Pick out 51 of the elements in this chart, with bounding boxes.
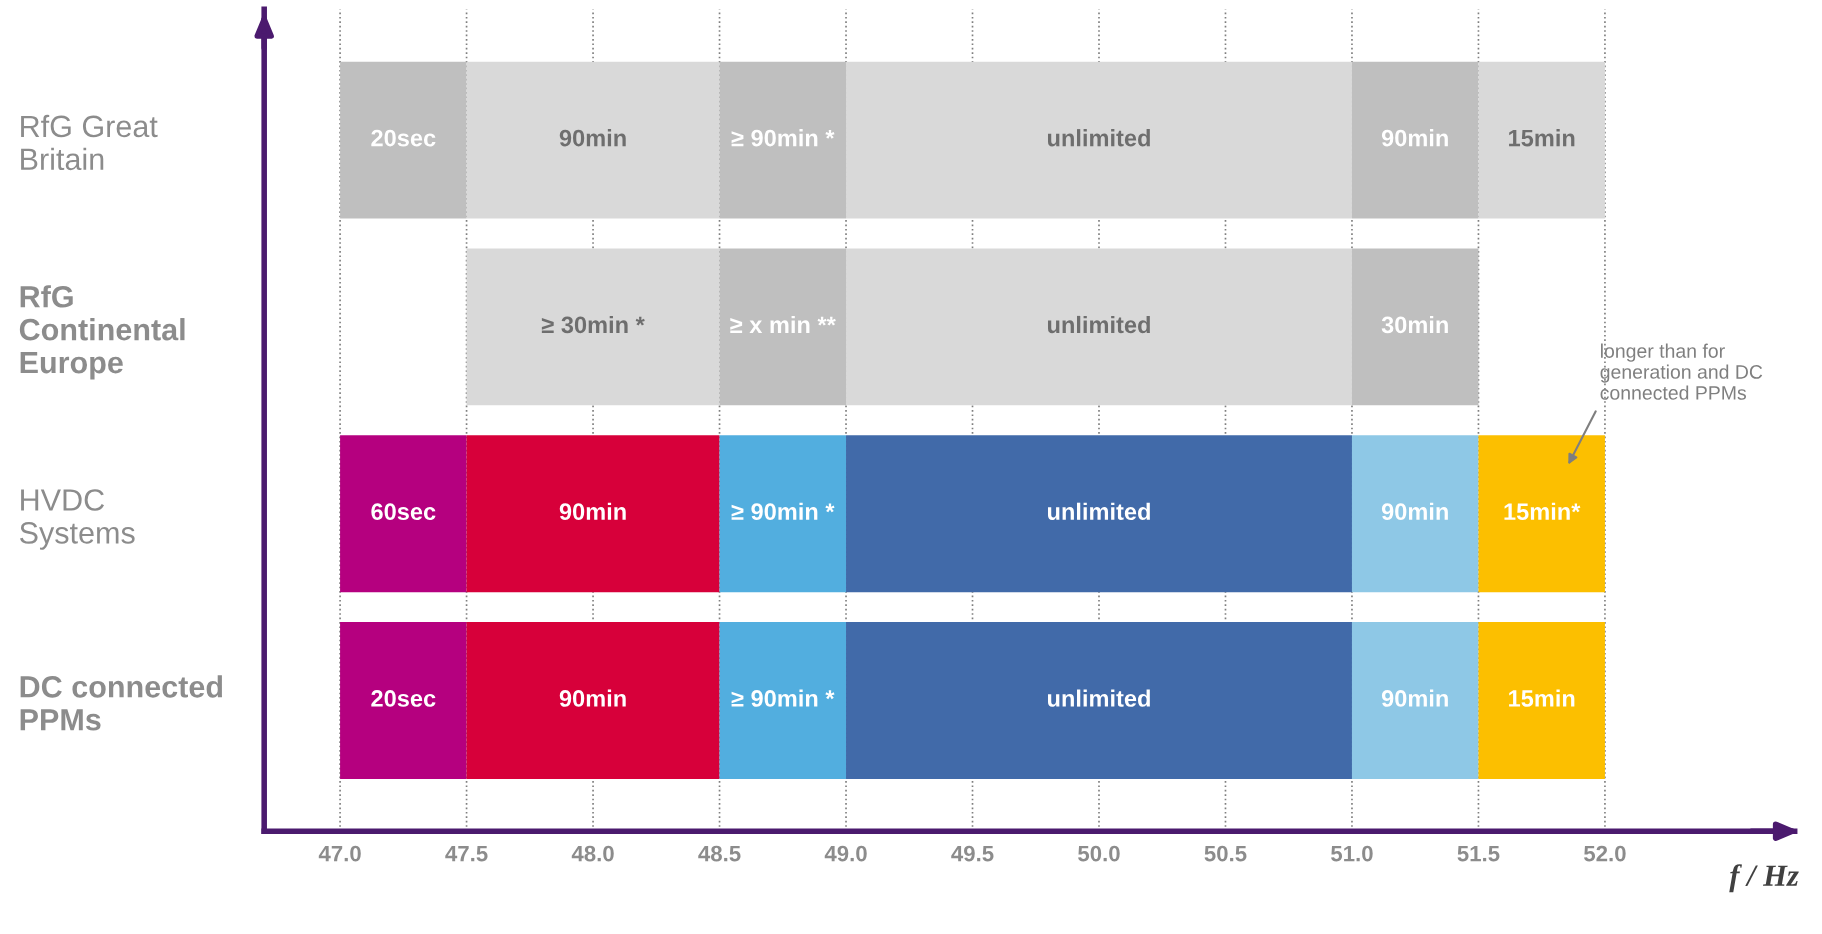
annotation: 90min <box>559 502 626 521</box>
annotation: 30min <box>1381 315 1448 334</box>
annotation: 15min* <box>1504 502 1581 521</box>
x-tick-label: 51.5 <box>1457 845 1500 862</box>
annotation: 15min <box>1509 129 1575 147</box>
annotation: longer than for generation and DC connected PPMs <box>1600 343 1763 400</box>
annotation: 90min <box>1381 129 1448 147</box>
bar <box>340 435 467 593</box>
x-axis-title: f / Hz <box>1729 864 1799 893</box>
annotation: ≥ x min ** <box>730 315 836 334</box>
y-tick-label: HVDC Systems <box>19 489 135 550</box>
y-tick-label: RfG Continental Europe <box>19 285 185 380</box>
x-tick-label: 48.0 <box>571 845 614 862</box>
annotation: ≥ 90min * <box>731 689 835 707</box>
annotation: 60sec <box>371 503 436 521</box>
x-tick-label: 52.0 <box>1584 845 1626 862</box>
bar <box>719 622 847 779</box>
annotation: 90min <box>559 689 626 707</box>
annotation: ≥ 90min * <box>731 502 835 521</box>
annotation: 20sec <box>371 129 436 147</box>
x-tick-label: 48.5 <box>698 845 741 862</box>
annotation: ≥ 90min * <box>731 129 835 147</box>
annotation: 90min <box>559 129 626 147</box>
x-tick-label: 49.5 <box>951 845 994 862</box>
x-tick-label: 50.0 <box>1078 845 1120 862</box>
annotation: ≥ 30min * <box>541 315 645 334</box>
y-tick-label: RfG Great Britain <box>21 114 158 171</box>
annotation: 90min <box>1381 502 1448 521</box>
y-tick-label: DC connected PPMs <box>20 675 223 731</box>
x-tick-label: 51.0 <box>1331 845 1373 862</box>
x-tick-label: 49.0 <box>824 845 867 862</box>
annotation: unlimited <box>1048 129 1150 147</box>
x-tick-label: 50.5 <box>1204 845 1247 862</box>
bar <box>1351 622 1479 779</box>
bar <box>340 622 467 779</box>
annotation: unlimited <box>1048 502 1150 521</box>
bar <box>1351 435 1479 593</box>
bar <box>846 435 1352 593</box>
annotation: 20sec <box>371 690 436 707</box>
bar <box>719 435 847 593</box>
annotation: 90min <box>1381 689 1448 707</box>
bar <box>466 435 720 593</box>
x-tick-label: 47.5 <box>445 845 488 862</box>
bar <box>846 622 1352 779</box>
annotation: unlimited <box>1048 315 1150 334</box>
bar <box>1478 435 1605 593</box>
annotation: unlimited <box>1048 689 1150 707</box>
bar <box>1478 622 1605 779</box>
x-tick-label: 47.0 <box>318 845 361 862</box>
bar <box>466 622 720 779</box>
annotation: 15min <box>1509 689 1575 707</box>
